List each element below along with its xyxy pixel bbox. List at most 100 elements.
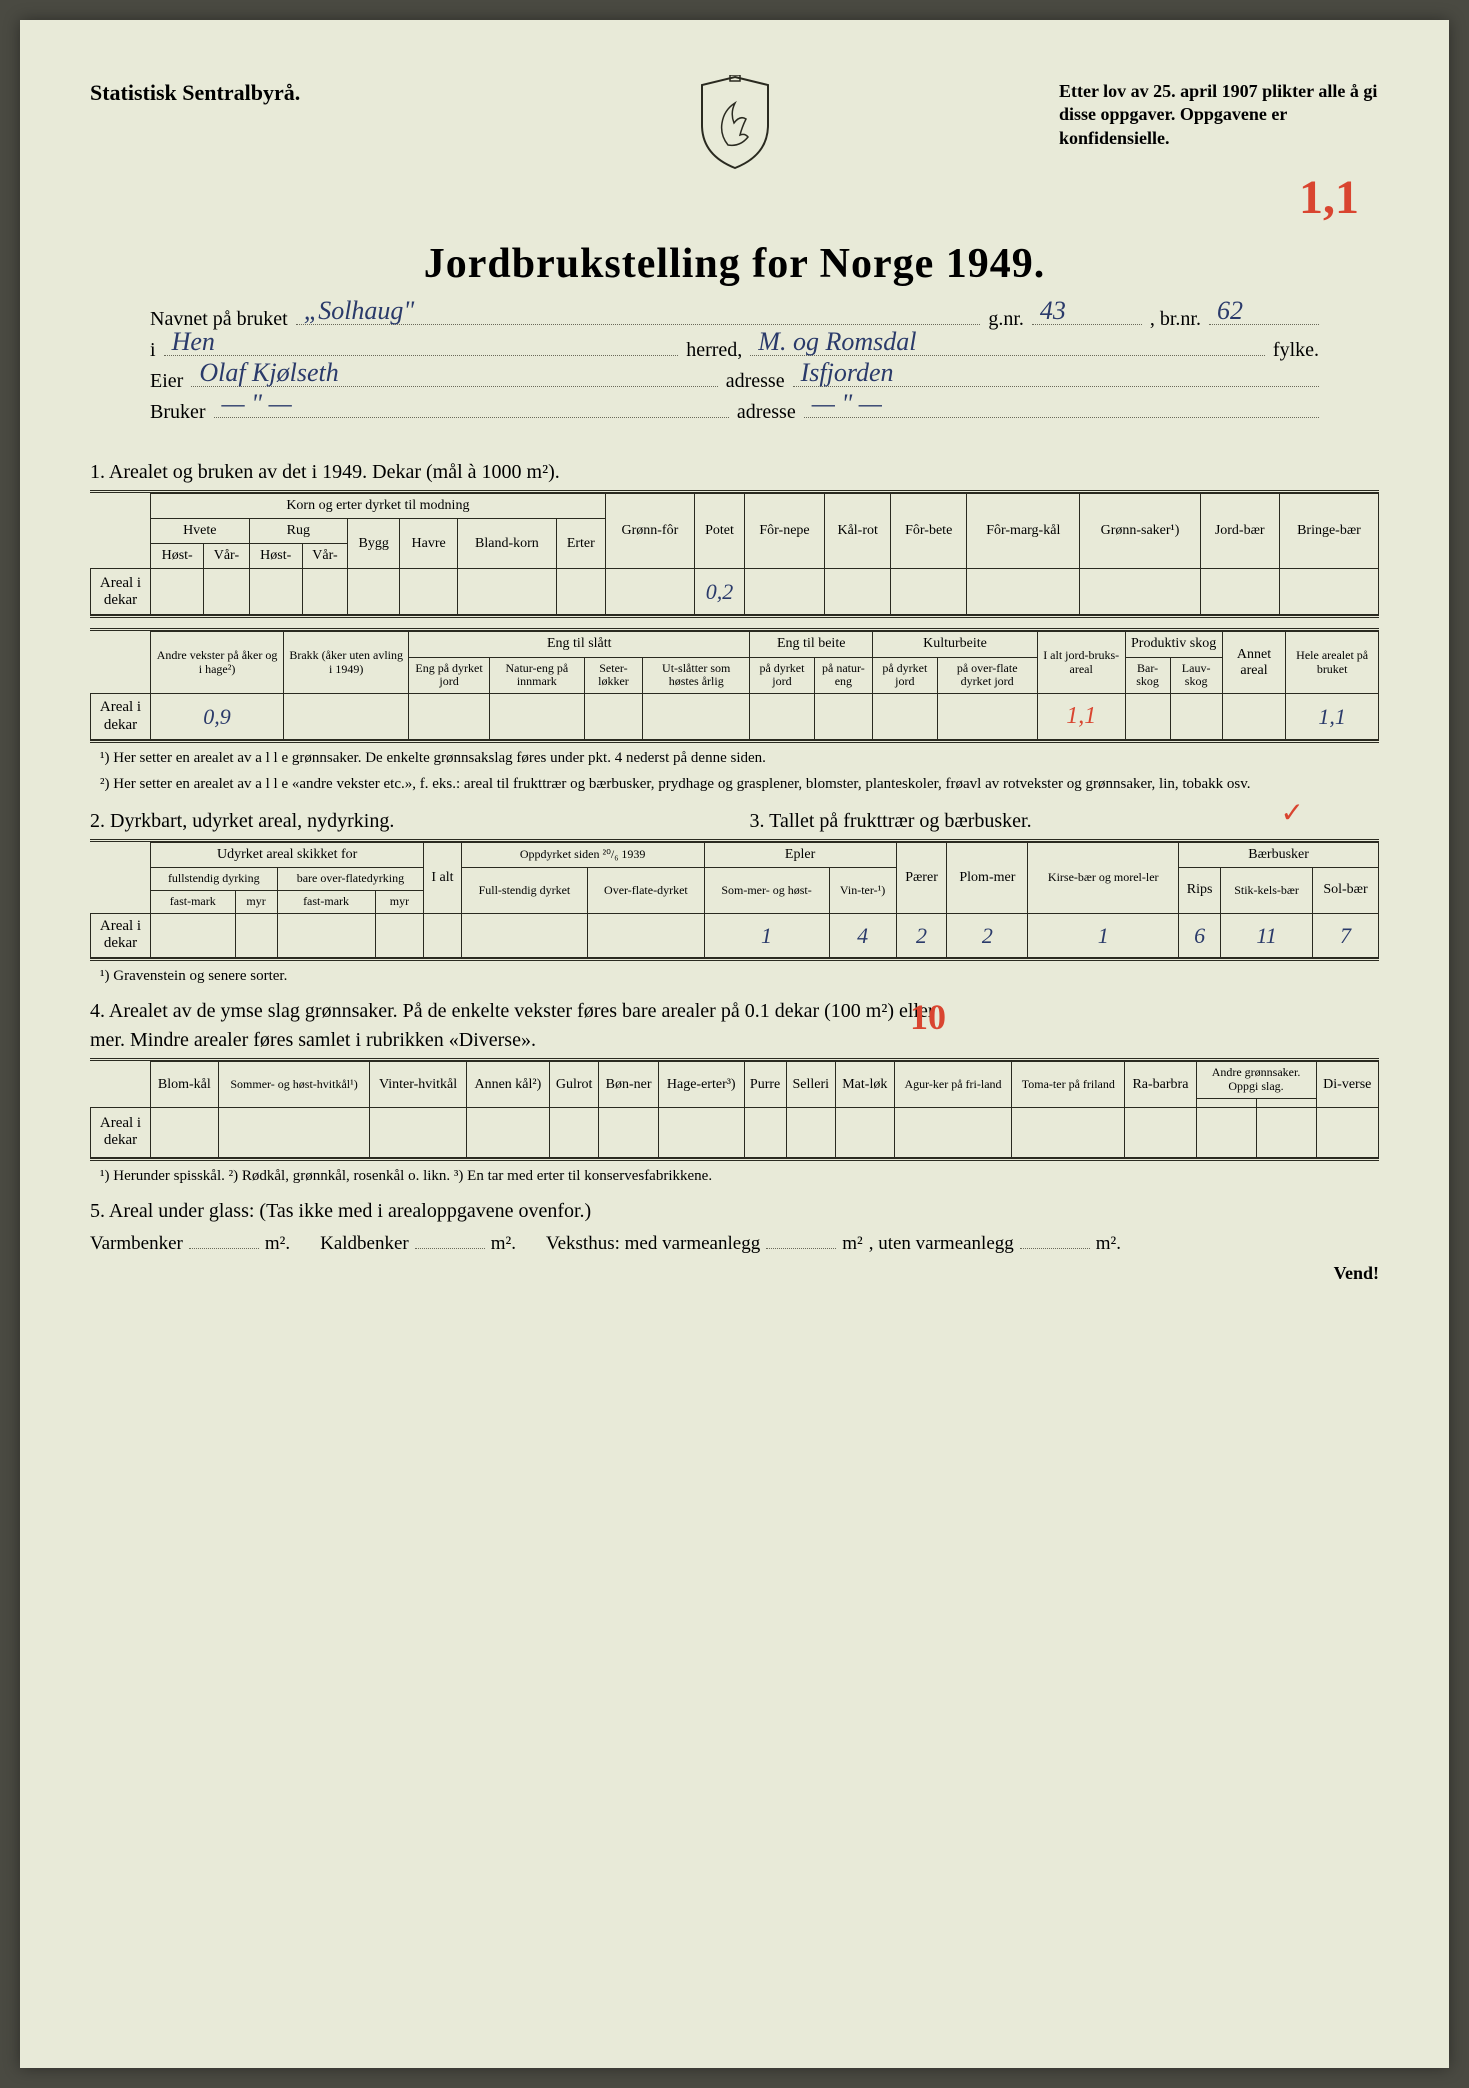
c4-agu: Agur-ker på fri-land xyxy=(894,1062,1012,1108)
c-uts: Ut-slåtter som høstes årlig xyxy=(643,657,750,694)
col-kalrot: Kål-rot xyxy=(825,494,891,569)
law-notice: Etter lov av 25. april 1907 plikter alle… xyxy=(1059,80,1379,150)
c-plommer: Plom-mer xyxy=(947,843,1028,914)
col-prodskog: Produktiv skog xyxy=(1125,632,1222,657)
c4-and: Andre grønnsaker. Oppgi slag. xyxy=(1196,1062,1316,1099)
h-udyrket: Udyrket areal skikket for xyxy=(151,843,424,868)
sub-var2: Vår- xyxy=(302,544,347,569)
i-label: i xyxy=(150,339,156,362)
section1-title: 1. Arealet og bruken av det i 1949. Deka… xyxy=(90,461,1379,484)
c4-ann: Annen kål²) xyxy=(466,1062,549,1108)
red-check-icon: ✓ xyxy=(1281,796,1304,830)
v-solbaer: 7 xyxy=(1313,913,1379,957)
val-potet: 0,2 xyxy=(694,569,744,615)
h-bare: bare over-flatedyrking xyxy=(277,868,424,891)
s5-uten: , uten varmeanlegg xyxy=(869,1233,1014,1255)
h-ialt2: I alt xyxy=(424,843,461,914)
adresse-label: adresse xyxy=(726,370,785,393)
red-annotation: 1,1 xyxy=(1299,170,1359,225)
gnr-label: g.nr. xyxy=(988,308,1024,331)
v-ialt: 1,1 xyxy=(1037,694,1125,740)
col-bringebaer: Bringe-bær xyxy=(1279,494,1378,569)
section23-table: Udyrket areal skikket for I alt Oppdyrke… xyxy=(90,842,1379,958)
c-ko: på over-flate dyrket jord xyxy=(937,657,1037,694)
footnote-grav: ¹) Gravenstein og senere sorter. xyxy=(100,967,1379,987)
fylke-value: M. og Romsdal xyxy=(758,327,916,357)
sub-host: Høst- xyxy=(151,544,204,569)
s5-m2a: m². xyxy=(265,1233,290,1255)
v-andre: 0,9 xyxy=(151,694,284,740)
my2: myr xyxy=(375,891,424,914)
col-andre: Andre vekster på åker og i hage²) xyxy=(151,632,284,694)
c-paerer: Pærer xyxy=(896,843,947,914)
col-rug: Rug xyxy=(249,519,348,544)
c4-hag: Hage-erter³) xyxy=(658,1062,744,1108)
h-full: fullstendig dyrking xyxy=(151,868,278,891)
v-sommer: 1 xyxy=(704,913,829,957)
metadata-block: Navnet på bruket „Solhaug" g.nr. 43 , br… xyxy=(90,308,1379,447)
row-label-1b: Areal i dekar xyxy=(91,694,151,740)
c-kirse: Kirse-bær og morel-ler xyxy=(1028,843,1179,914)
v-kirse: 1 xyxy=(1028,913,1179,957)
coat-of-arms-icon xyxy=(690,75,780,170)
c4-gul: Gulrot xyxy=(550,1062,599,1108)
row-label-23: Areal i dekar xyxy=(91,913,151,957)
s-over: Over-flate-dyrket xyxy=(588,868,704,914)
sub-var: Vår- xyxy=(204,544,249,569)
h-opp: Oppdyrket siden ²⁰/₆ 1939 xyxy=(461,843,704,868)
c4-som: Sommer- og høst-hvitkål¹) xyxy=(218,1062,370,1108)
section4-title-a: 4. Arealet av de ymse slag grønnsaker. P… xyxy=(90,1000,1379,1023)
col-kulturbeite: Kulturbeite xyxy=(873,632,1038,657)
col-engbeite: Eng til beite xyxy=(750,632,873,657)
col-havre: Havre xyxy=(400,519,458,569)
herred-label: herred, xyxy=(686,339,742,362)
s5-kald: Kaldbenker xyxy=(320,1233,409,1255)
c-seter: Seter-løkker xyxy=(584,657,642,694)
brnr-label: , br.nr. xyxy=(1150,308,1201,331)
c-solbaer: Sol-bær xyxy=(1313,868,1379,914)
s-full: Full-stendig dyrket xyxy=(461,868,588,914)
c-engd: Eng på dyrket jord xyxy=(409,657,490,694)
section2-title: 2. Dyrkbart, udyrket areal, nydyrking. xyxy=(90,810,720,833)
col-hvete: Hvete xyxy=(151,519,250,544)
col-bygg: Bygg xyxy=(348,519,400,569)
col-annet: Annet areal xyxy=(1222,632,1286,694)
col-gronnfor: Grønn-fôr xyxy=(605,494,694,569)
c-epler: Epler xyxy=(704,843,896,868)
c-vinter: Vin-ter-¹) xyxy=(829,868,896,914)
c4-blom: Blom-kål xyxy=(151,1062,219,1108)
v-paerer: 2 xyxy=(896,913,947,957)
col-forbete: Fôr-bete xyxy=(891,494,967,569)
v-stikkels: 11 xyxy=(1221,913,1313,957)
gnr-value: 43 xyxy=(1040,296,1066,326)
c-stikkels: Stik-kels-bær xyxy=(1221,868,1313,914)
c4-vin: Vinter-hvitkål xyxy=(370,1062,466,1108)
grain-header: Korn og erter dyrket til modning xyxy=(151,494,606,519)
c-sommer: Som-mer- og høst- xyxy=(704,868,829,914)
my1: myr xyxy=(235,891,277,914)
footnote-2: ²) Her setter en arealet av a l l e «and… xyxy=(100,775,1379,795)
fm1: fast-mark xyxy=(151,891,236,914)
col-brakk: Brakk (åker uten avling i 1949) xyxy=(284,632,409,694)
c-baer: Bærbusker xyxy=(1179,843,1379,868)
row-label-1a: Areal i dekar xyxy=(91,569,151,615)
i-value: Hen xyxy=(172,327,215,357)
v-rips: 6 xyxy=(1179,913,1221,957)
footnote-4: ¹) Herunder spisskål. ²) Rødkål, grønnkå… xyxy=(100,1167,1379,1187)
bruker-label: Bruker xyxy=(150,401,206,424)
col-ialt: I alt jord-bruks-areal xyxy=(1037,632,1125,694)
footnote-1: ¹) Her setter en arealet av a l l e grøn… xyxy=(100,749,1379,769)
c-bn: på natur-eng xyxy=(814,657,872,694)
section1-table-b: Andre vekster på åker og i hage²) Brakk … xyxy=(90,631,1379,740)
fm2: fast-mark xyxy=(277,891,375,914)
col-erter: Erter xyxy=(556,519,605,569)
s5-vekst: Veksthus: med varmeanlegg xyxy=(546,1233,760,1255)
v-vinter: 4 xyxy=(829,913,896,957)
brnr-value: 62 xyxy=(1217,296,1243,326)
eier-label: Eier xyxy=(150,370,183,393)
bruker-adresse-value: — " — xyxy=(812,389,882,419)
section4-table: Blom-kål Sommer- og høst-hvitkål¹) Vinte… xyxy=(90,1061,1379,1158)
c4-div: Di-verse xyxy=(1316,1062,1378,1108)
col-gronnsaker: Grønn-saker¹) xyxy=(1080,494,1200,569)
fylke-label: fylke. xyxy=(1273,339,1319,362)
